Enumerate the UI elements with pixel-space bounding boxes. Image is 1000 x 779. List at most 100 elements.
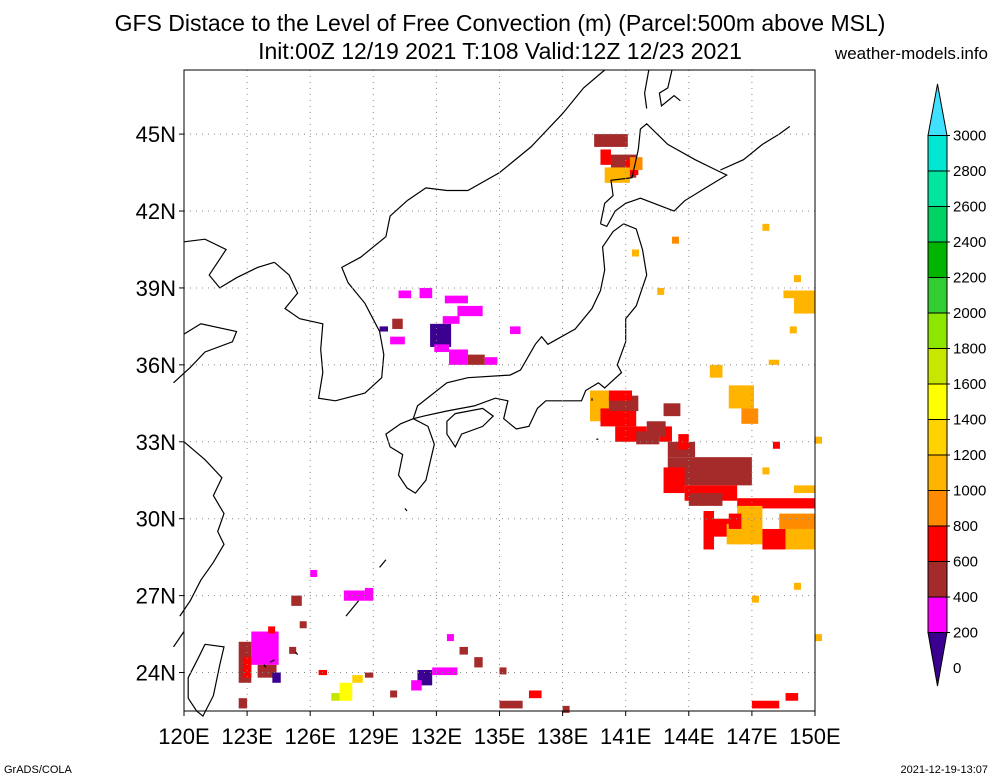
lat-tick-label: 42N	[136, 199, 176, 224]
field-block	[272, 672, 281, 683]
lon-labels: 120E 123E 126E 129E 132E 135E 138E 141E 144E 147E…	[158, 711, 841, 749]
coastline	[446, 407, 495, 449]
field-cell	[390, 690, 398, 698]
field-cell	[772, 441, 780, 449]
colorbar-label: 2000	[953, 305, 986, 322]
lon-tick-label: 129E	[348, 724, 399, 749]
colorbar-swatch	[927, 241, 948, 278]
field-cell	[793, 582, 801, 590]
field-block	[432, 667, 458, 676]
field-block	[600, 408, 637, 427]
coastline	[187, 643, 225, 718]
field-block	[379, 326, 389, 332]
field-block	[467, 354, 485, 365]
lon-tick-label: 141E	[600, 724, 651, 749]
convection-field	[238, 134, 822, 713]
field-block	[785, 693, 799, 701]
colorbar-swatch	[927, 348, 948, 385]
lat-tick-label: 30N	[136, 507, 176, 532]
field-block	[434, 344, 450, 353]
colorbar-label: 0	[953, 660, 961, 677]
coastline	[295, 651, 299, 655]
lat-lon-grid	[184, 70, 815, 711]
field-block	[411, 680, 422, 691]
colorbar-swatch	[927, 383, 948, 420]
field-cell	[789, 326, 797, 334]
field-cell	[762, 467, 770, 475]
colorbar-swatch	[927, 83, 948, 136]
footer-left: GrADS/COLA	[4, 764, 72, 776]
colorbar-label: 2200	[953, 270, 986, 287]
field-cell	[657, 287, 665, 295]
field-block	[663, 467, 685, 494]
field-block	[762, 528, 786, 550]
field-block	[291, 595, 302, 606]
chart-title: GFS Distace to the Level of Free Convect…	[114, 10, 886, 36]
field-block	[741, 408, 759, 424]
colorbar-label: 2400	[953, 234, 986, 251]
colorbar-swatch	[927, 596, 948, 633]
field-block	[339, 682, 353, 701]
colorbar-label: 3000	[953, 128, 986, 145]
field-block	[419, 287, 433, 299]
colorbar-label: 800	[953, 518, 978, 535]
field-block	[783, 290, 815, 299]
field-block	[444, 295, 468, 304]
field-cell	[299, 621, 307, 629]
field-cell	[815, 634, 822, 642]
coastline	[385, 418, 435, 494]
lat-tick-label: 27N	[136, 584, 176, 609]
field-block	[737, 505, 763, 545]
footer-right: 2021-12-19-13:07	[900, 764, 988, 776]
colorbar-label: 400	[953, 589, 978, 606]
field-block	[459, 646, 468, 655]
colorbar-label: 1000	[953, 483, 986, 500]
field-block	[390, 336, 405, 345]
field-cell	[562, 705, 570, 713]
field-cell	[268, 626, 276, 634]
coastline	[183, 238, 275, 289]
field-block	[678, 434, 689, 450]
field-block	[604, 167, 630, 183]
colorbar-swatch	[927, 312, 948, 349]
coastline	[263, 664, 267, 668]
lon-tick-label: 120E	[158, 724, 209, 749]
field-block	[442, 316, 460, 324]
lon-tick-label: 150E	[789, 724, 840, 749]
coastline	[643, 69, 650, 109]
coastline	[173, 323, 238, 384]
lat-tick-label: 45N	[136, 122, 176, 147]
field-block	[457, 305, 483, 317]
colorbar-label: 2800	[953, 163, 986, 180]
field-block	[364, 672, 374, 678]
field-block	[728, 385, 755, 409]
field-block	[499, 700, 523, 709]
lat-tick-label: 24N	[136, 661, 176, 686]
colorbar-label: 1800	[953, 341, 986, 358]
coastline	[345, 600, 360, 617]
lon-tick-label: 135E	[474, 724, 525, 749]
field-block	[793, 485, 815, 494]
field-block	[793, 295, 815, 314]
field-block	[629, 157, 643, 170]
field-block	[600, 149, 611, 165]
field-block	[703, 511, 715, 550]
field-cell	[446, 634, 454, 642]
field-block	[594, 134, 628, 147]
field-cell	[815, 436, 822, 444]
colorbar-swatch	[927, 135, 948, 172]
coastline	[404, 508, 408, 512]
coastline	[179, 441, 225, 617]
field-cell	[793, 275, 801, 283]
field-block	[474, 657, 483, 668]
field-block	[238, 698, 248, 709]
coastline	[274, 200, 408, 402]
field-block	[728, 513, 742, 529]
coastlines	[173, 69, 791, 718]
field-block	[430, 323, 452, 347]
field-cell	[671, 236, 679, 244]
coastline	[599, 122, 728, 228]
lat-tick-label: 39N	[136, 276, 176, 301]
field-block	[352, 675, 363, 683]
